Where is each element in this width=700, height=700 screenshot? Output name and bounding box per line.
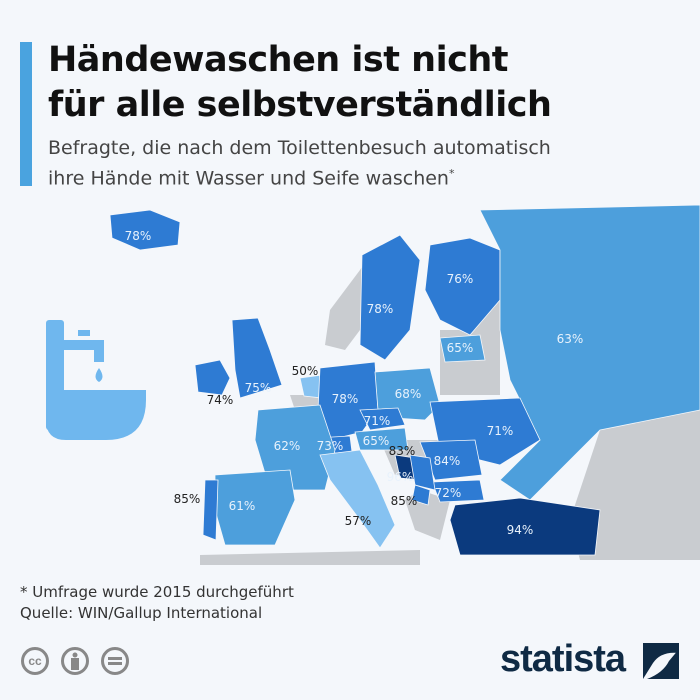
value-label: 68% [395, 387, 422, 401]
value-label: 61% [229, 499, 256, 513]
country-portugal [202, 479, 219, 541]
country-österreich [354, 427, 409, 451]
value-label: 63% [557, 332, 584, 346]
statista-logo-icon [643, 643, 679, 679]
statista-logo[interactable]: statista [500, 638, 626, 680]
page-title: Händewaschen ist nicht für alle selbstve… [48, 38, 552, 128]
value-label: 57% [345, 514, 372, 528]
country-türkei [449, 497, 601, 556]
country-finnland [424, 237, 501, 336]
title-line-1: Händewaschen ist nicht [48, 40, 508, 80]
equals-glyph [108, 657, 122, 665]
subtitle: Befragte, die nach dem Toilettenbesuch a… [48, 136, 551, 191]
value-label: 62% [274, 439, 301, 453]
attribution-icon[interactable] [61, 647, 89, 675]
value-label: 50% [292, 364, 319, 378]
country-vereinigtes-königreich [231, 317, 283, 399]
country-italien [319, 449, 396, 549]
value-label: 78% [367, 302, 394, 316]
title-line-2: für alle selbstverständlich [48, 85, 552, 125]
value-label: 94% [507, 523, 534, 537]
footnote-mark: * [448, 167, 455, 180]
value-label: 75% [245, 381, 272, 395]
faucet-sink-icon [46, 320, 146, 440]
footer-notes: * Umfrage wurde 2015 durchgeführt Quelle… [20, 582, 294, 624]
subtitle-line-2: ihre Hände mit Wasser und Seife waschen [48, 167, 449, 190]
country-serbien [409, 454, 436, 491]
value-label: 78% [332, 392, 359, 406]
country-irland [194, 359, 231, 396]
value-label: 73% [317, 439, 344, 453]
value-label: 65% [447, 341, 474, 355]
country-bulgarien [431, 479, 485, 503]
value-label: 78% [125, 229, 152, 243]
subtitle-line-1: Befragte, die nach dem Toilettenbesuch a… [48, 137, 551, 159]
value-label: 65% [363, 434, 390, 448]
value-label: 74% [207, 393, 234, 407]
value-label: 96% [387, 470, 414, 484]
no-derivatives-icon[interactable] [101, 647, 129, 675]
source: Quelle: WIN/Gallup International [20, 604, 263, 622]
cc-text: cc [28, 654, 42, 668]
title-accent-bar [20, 42, 32, 186]
value-label: 84% [434, 454, 461, 468]
person-glyph [71, 652, 79, 670]
footnote: * Umfrage wurde 2015 durchgeführt [20, 583, 294, 601]
value-label: 85% [174, 492, 201, 506]
country-island [109, 209, 181, 251]
value-label: 71% [487, 424, 514, 438]
value-label: 72% [435, 486, 462, 500]
country-frankreich [254, 404, 336, 491]
value-label: 76% [447, 272, 474, 286]
country-schweden [359, 234, 421, 361]
country-tschechien [359, 407, 406, 431]
value-label: 71% [364, 414, 391, 428]
cc-license-icon[interactable]: cc [21, 647, 49, 675]
europe-map: 78% 74% 75% 50% 78% 76% 63% 65% 78% 68% 71% 65% 73% 6… [109, 204, 700, 565]
country-baltikum [439, 334, 486, 363]
value-label: 85% [391, 494, 418, 508]
country-russland [479, 204, 700, 501]
value-label: 83% [389, 444, 416, 458]
country-mazedonien [411, 484, 431, 506]
